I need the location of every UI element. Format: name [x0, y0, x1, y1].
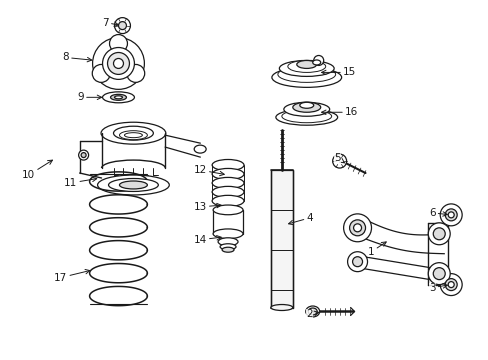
Circle shape: [79, 150, 88, 160]
Circle shape: [81, 153, 86, 158]
Ellipse shape: [271, 67, 341, 87]
Ellipse shape: [220, 244, 236, 250]
Circle shape: [126, 64, 144, 82]
Text: 17: 17: [54, 269, 90, 283]
Circle shape: [118, 22, 126, 30]
Circle shape: [439, 204, 461, 226]
Text: 2: 2: [306, 310, 318, 319]
Ellipse shape: [218, 238, 238, 246]
Circle shape: [447, 282, 453, 288]
Text: 13: 13: [193, 202, 221, 212]
Ellipse shape: [275, 109, 337, 125]
Circle shape: [313, 55, 323, 66]
Text: 1: 1: [367, 242, 386, 257]
Bar: [270, 170, 292, 307]
Ellipse shape: [287, 60, 325, 72]
Ellipse shape: [442, 280, 458, 289]
Text: 12: 12: [193, 165, 224, 176]
Ellipse shape: [194, 145, 206, 153]
Ellipse shape: [305, 306, 319, 317]
Circle shape: [332, 154, 346, 168]
Circle shape: [107, 53, 129, 75]
Ellipse shape: [114, 96, 122, 99]
Text: 10: 10: [22, 160, 52, 180]
Ellipse shape: [299, 102, 313, 108]
Ellipse shape: [119, 131, 147, 140]
Ellipse shape: [296, 60, 316, 68]
Ellipse shape: [212, 168, 244, 180]
Ellipse shape: [101, 122, 165, 144]
Circle shape: [113, 58, 123, 68]
Circle shape: [447, 212, 453, 218]
Text: 14: 14: [193, 235, 221, 245]
Ellipse shape: [110, 94, 126, 100]
Ellipse shape: [212, 186, 244, 198]
Ellipse shape: [213, 229, 243, 239]
Circle shape: [444, 209, 456, 221]
Ellipse shape: [212, 177, 244, 189]
Ellipse shape: [270, 305, 292, 310]
Text: 8: 8: [62, 53, 92, 63]
Circle shape: [432, 228, 444, 240]
Ellipse shape: [119, 181, 147, 189]
Circle shape: [439, 274, 461, 296]
Text: 11: 11: [64, 177, 97, 188]
Circle shape: [353, 224, 361, 232]
Ellipse shape: [277, 67, 335, 82]
Circle shape: [92, 64, 110, 82]
Ellipse shape: [113, 126, 153, 140]
Circle shape: [432, 268, 444, 280]
Ellipse shape: [124, 133, 142, 138]
Circle shape: [427, 223, 449, 245]
Ellipse shape: [212, 159, 244, 171]
Circle shape: [349, 220, 365, 236]
Ellipse shape: [212, 195, 244, 207]
Text: 6: 6: [428, 208, 447, 218]
Circle shape: [92, 37, 144, 89]
Circle shape: [427, 263, 449, 285]
Text: 7: 7: [102, 18, 119, 28]
Ellipse shape: [108, 179, 158, 192]
Ellipse shape: [102, 92, 134, 103]
Ellipse shape: [222, 247, 234, 252]
Circle shape: [444, 279, 456, 291]
Ellipse shape: [292, 102, 320, 112]
Text: 4: 4: [288, 213, 312, 225]
Text: 15: 15: [321, 67, 355, 77]
Ellipse shape: [281, 110, 331, 123]
Circle shape: [343, 214, 371, 242]
Ellipse shape: [307, 308, 317, 315]
Ellipse shape: [213, 205, 243, 215]
Text: 9: 9: [77, 92, 102, 102]
Circle shape: [102, 48, 134, 80]
Text: 16: 16: [321, 107, 358, 117]
Circle shape: [109, 35, 127, 53]
Text: 3: 3: [428, 283, 447, 293]
Circle shape: [114, 18, 130, 33]
Ellipse shape: [279, 60, 333, 76]
Ellipse shape: [98, 175, 169, 195]
Ellipse shape: [283, 102, 329, 116]
Text: 5: 5: [334, 153, 344, 163]
Ellipse shape: [312, 60, 320, 65]
Circle shape: [347, 252, 367, 272]
Circle shape: [352, 257, 362, 267]
